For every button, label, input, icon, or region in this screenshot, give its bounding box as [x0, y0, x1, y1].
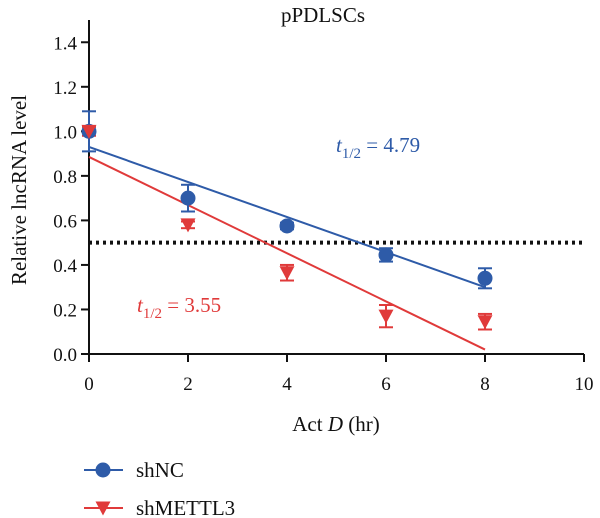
- y-tick-label: 0.0: [53, 345, 77, 366]
- x-tick-label: 4: [282, 374, 292, 395]
- shnc-half-life-label: t1/2 = 4.79: [336, 133, 420, 162]
- data-point-layer: [81, 123, 493, 330]
- legend-shmettl3-marker: [95, 501, 111, 516]
- x-axis-label-unit: (hr): [343, 412, 380, 436]
- x-axis-label: Act D (hr): [292, 412, 379, 436]
- x-tick-label: 6: [381, 374, 391, 395]
- shmettl3-half-life-symbol: t: [137, 293, 144, 317]
- shnc-data-point: [279, 218, 295, 234]
- shnc-fit-line: [88, 145, 486, 289]
- x-tick-label: 10: [575, 374, 594, 395]
- shmettl3-half-life-subscript: 1/2: [143, 306, 162, 322]
- x-tick-label: 0: [84, 374, 94, 395]
- y-tick-label: 1.2: [53, 78, 77, 99]
- x-axis-label-italic: D: [327, 412, 343, 436]
- shmettl3-data-point: [477, 315, 493, 330]
- y-tick-label: 0.2: [53, 300, 77, 321]
- legend-shnc-label: shNC: [136, 458, 184, 482]
- shmettl3-half-life-value: = 3.55: [162, 293, 221, 317]
- x-tick-label: 2: [183, 374, 193, 395]
- y-tick-label: 0.8: [53, 167, 77, 188]
- legend-shnc-marker: [95, 462, 111, 478]
- y-axis-label: Relative lncRNA level: [7, 95, 31, 285]
- shmettl3-data-point: [81, 124, 97, 139]
- shmettl3-half-life-label: t1/2 = 3.55: [137, 293, 221, 322]
- shnc-data-point: [180, 190, 196, 206]
- fit-line-layer: [88, 145, 486, 351]
- shmettl3-data-point: [279, 266, 295, 281]
- x-tick-label: 8: [480, 374, 490, 395]
- axes: 0.0 0.2 0.4 0.6 0.8 1.0 1.2 1.4 0 2 4 6 8 10: [53, 20, 594, 395]
- shnc-half-life-symbol: t: [336, 133, 343, 157]
- legend-shmettl3-label: shMETTL3: [136, 496, 235, 518]
- y-tick-label: 0.4: [53, 256, 77, 277]
- shnc-half-life-subscript: 1/2: [342, 146, 361, 162]
- shmettl3-data-point: [378, 309, 394, 324]
- x-axis-label-main: Act: [292, 412, 328, 436]
- y-tick-label: 1.0: [53, 122, 77, 143]
- shnc-half-life-value: = 4.79: [361, 133, 420, 157]
- shmettl3-fit-line: [88, 156, 486, 351]
- shnc-data-point: [477, 270, 493, 286]
- y-tick-label: 1.4: [53, 33, 77, 54]
- y-tick-label: 0.6: [53, 211, 77, 232]
- shnc-data-point: [378, 247, 394, 263]
- chart-title: pPDLSCs: [281, 3, 365, 27]
- legend: shNC shMETTL3: [84, 458, 235, 518]
- shmettl3-data-point: [180, 218, 196, 233]
